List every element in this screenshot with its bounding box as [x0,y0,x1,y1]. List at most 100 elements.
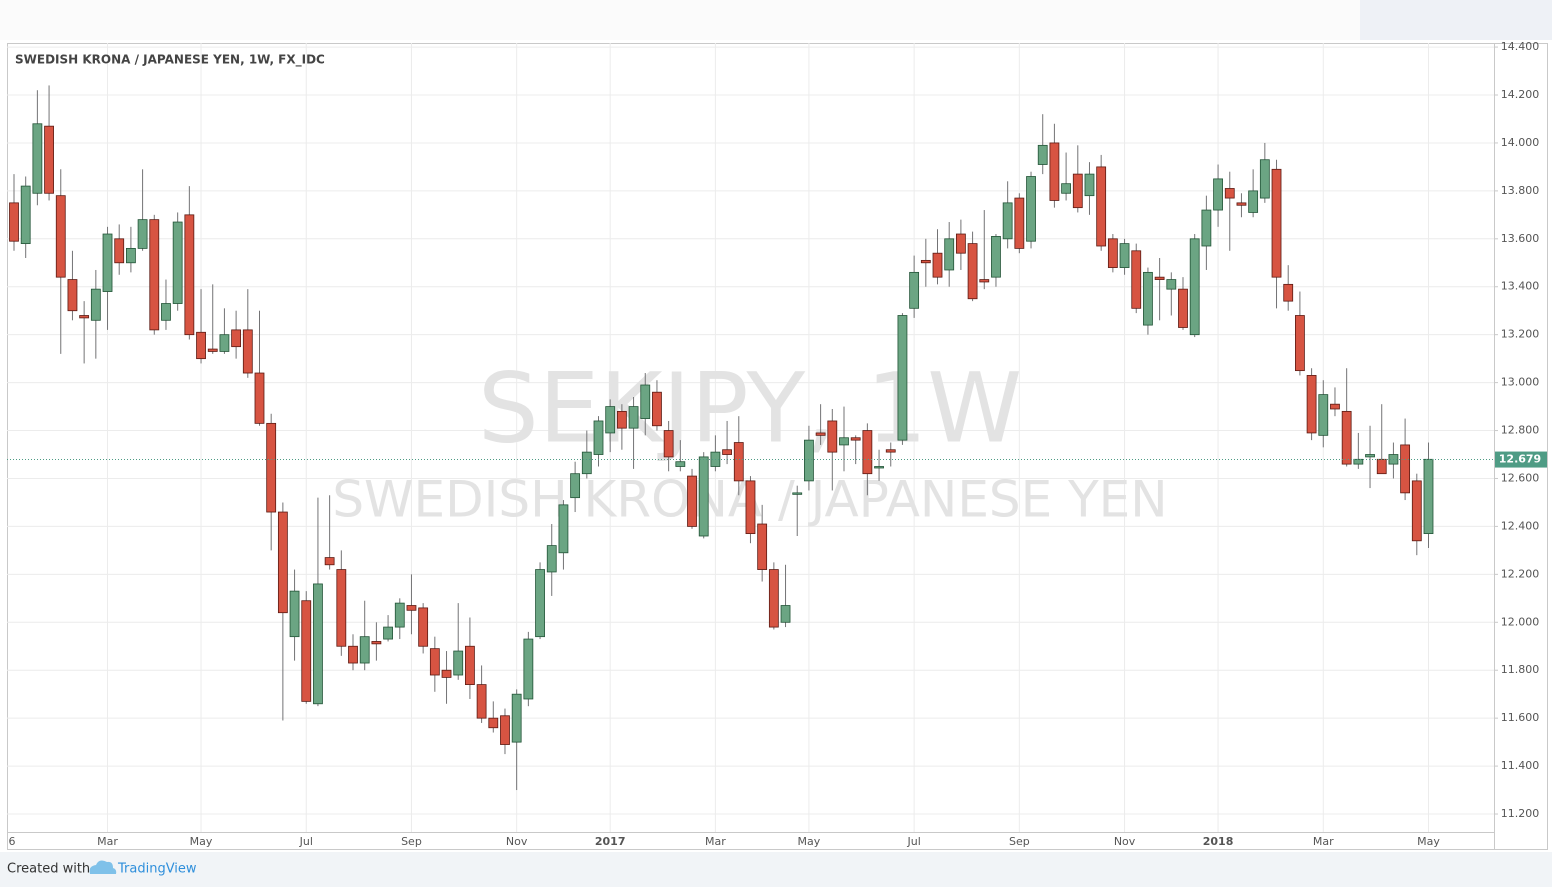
y-tick-label: 12.800 [1501,424,1540,437]
candle-body [79,315,90,319]
candle-body [313,583,323,705]
candle-body [242,329,253,374]
candle-body [406,605,417,611]
x-tick-label: 6 [9,835,16,848]
candle-body [1259,159,1270,199]
candle-body [1224,188,1235,199]
candle-body [1400,444,1411,494]
tradingview-logo[interactable]: TradingView [89,860,197,877]
candle-body [1189,238,1200,336]
candles [7,85,1494,791]
candle-body [640,384,651,419]
candle-body [839,437,849,446]
footer-created-with: Created with [7,862,90,877]
candle-body [593,420,604,455]
candle-body [102,233,113,292]
candle-body [1271,168,1282,278]
y-tick-label: 12.600 [1501,471,1540,484]
candle-body [254,372,265,424]
candle-body [628,406,639,429]
candle-body [698,456,709,537]
candle-body [207,348,218,352]
x-tick-label: May [1417,835,1440,848]
footer-bar [0,852,1552,887]
candle-body [488,717,499,729]
candle-body [581,451,592,475]
y-tick-label: 14.400 [1501,40,1540,53]
candle-body [792,492,803,495]
last-price-label: 12.679 [1499,453,1541,466]
candle-body [663,430,674,458]
logo-icon[interactable] [89,860,117,874]
candle-body [1306,375,1317,434]
candle-body [1411,480,1422,542]
candle-body [126,247,136,264]
candle-body [768,569,779,628]
candle-body [1084,173,1095,197]
candle-body [944,238,955,271]
candle-body [722,449,732,455]
candle-body [1178,288,1188,328]
candle-body [1072,173,1083,209]
candle-body [441,669,452,678]
candle-body [920,259,931,264]
y-tick-label: 11.800 [1501,663,1540,676]
candle-body [1049,142,1060,201]
candle-body [137,219,148,249]
candle-body [196,331,206,360]
candle-body [418,607,429,647]
candle-body [172,221,183,304]
candle-body [511,693,522,743]
candle-body [324,557,335,566]
candle-body [955,233,966,254]
y-tick-label: 12.000 [1501,615,1540,628]
y-tick-label: 12.200 [1501,567,1540,580]
y-tick-label: 14.000 [1501,136,1540,149]
candle-body [44,125,54,194]
candle-body [1213,178,1223,211]
candle-body [675,461,686,467]
candle-body [885,449,896,453]
x-tick-label: Mar [1313,835,1334,848]
candle-body [1131,250,1142,309]
candle-body [652,391,662,427]
candle-body [570,473,581,499]
candle-body [429,648,440,676]
candle-body [745,480,756,535]
candle-body [1283,283,1294,302]
candle-body [114,238,125,264]
candle-body [266,422,277,513]
candle-body [616,410,627,429]
candle-body [371,641,382,645]
candle-body [465,645,475,686]
candle-body [9,202,19,242]
y-tick-label: 13.400 [1501,280,1540,293]
footer-brand[interactable]: TradingView [117,862,197,877]
candle-body [546,545,557,573]
candle-body [301,600,312,702]
x-tick-label: Mar [705,835,726,848]
candle-body [1107,238,1118,268]
axes: 11.200 11.400 11.600 11.800 12.000 12.200 12.4… [7,40,1547,850]
candle-body [932,252,943,278]
candle-body [991,236,1001,278]
candle-body [1376,458,1387,475]
candle-body [1154,276,1165,280]
candle-body [1014,197,1025,249]
x-tick-label: Jul [299,835,313,848]
candle-body [897,315,908,441]
candle-body [149,219,160,331]
candle-body [161,303,171,321]
candle-body [535,569,545,638]
candle-body [1061,183,1071,194]
candle-body [1423,458,1434,535]
y-tick-label: 13.200 [1501,328,1540,341]
candle-body [687,475,697,527]
candle-body [1341,410,1352,465]
candle-body [55,195,66,278]
candle-body [336,569,347,647]
candle-body [1248,190,1259,213]
y-tick-label: 11.600 [1501,711,1540,724]
candle-body [1353,458,1364,465]
